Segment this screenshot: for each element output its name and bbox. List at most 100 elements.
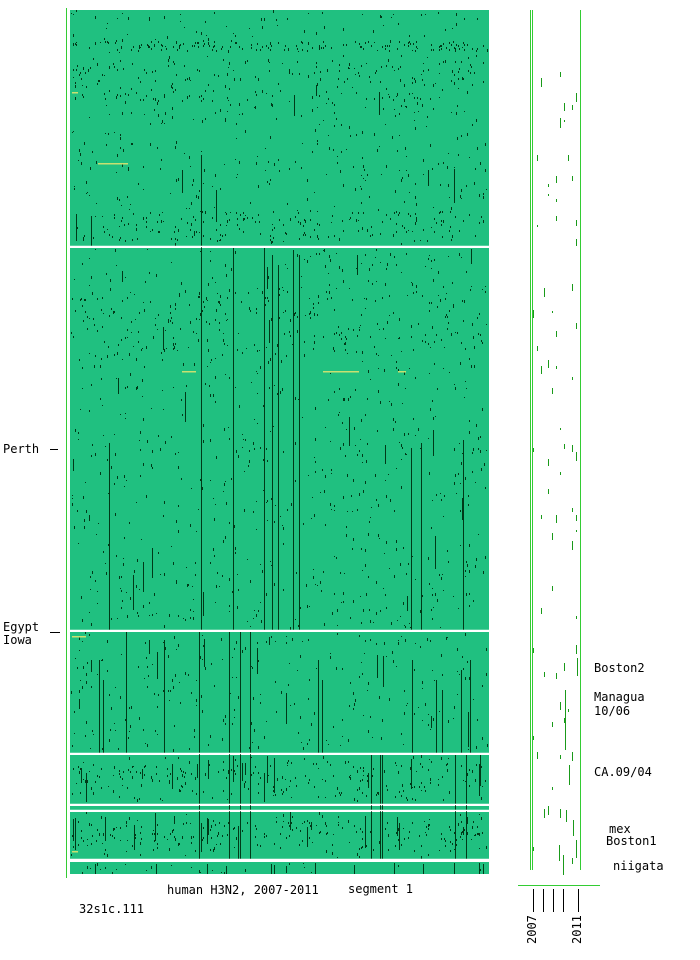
mutation-dot xyxy=(431,227,432,228)
mutation-dot xyxy=(202,839,203,841)
mutation-dot xyxy=(140,449,141,451)
mutation-dot xyxy=(454,74,455,76)
mutation-dot xyxy=(272,104,273,107)
timeline-mark xyxy=(556,331,557,337)
timeline-mark xyxy=(577,658,578,676)
mutation-dot xyxy=(107,670,108,672)
mutation-dot xyxy=(407,703,408,704)
mutation-dot xyxy=(445,29,446,31)
mutation-dot xyxy=(220,109,221,112)
mutation-dot xyxy=(401,636,402,637)
mutation-dot xyxy=(404,372,405,375)
mutation-dot xyxy=(324,623,325,626)
mutation-dot xyxy=(378,534,379,537)
mutation-dot xyxy=(340,572,341,574)
mutation-dot xyxy=(111,707,112,710)
mutation-dot xyxy=(399,41,400,43)
mutation-dot xyxy=(431,302,432,304)
mutation-dot xyxy=(322,12,323,14)
mutation-dot xyxy=(97,298,98,300)
mutation-dot xyxy=(190,321,191,324)
mutation-dot xyxy=(441,339,442,341)
mutation-dot xyxy=(463,220,464,222)
mutation-dot xyxy=(85,311,86,313)
mutation-dot xyxy=(389,568,390,569)
mutation-dot xyxy=(225,120,226,122)
mutation-dot xyxy=(125,337,126,339)
mutation-dot xyxy=(368,41,369,43)
mutation-dot xyxy=(289,835,290,837)
mutation-dot xyxy=(256,529,257,530)
mutation-dot xyxy=(211,837,212,839)
mutation-dot xyxy=(175,674,176,677)
timeline-mark xyxy=(533,448,534,452)
mutation-dot xyxy=(421,755,422,758)
mutation-dot xyxy=(266,593,267,596)
mutation-dot xyxy=(172,679,173,682)
mutation-dot xyxy=(198,509,199,510)
mutation-dot xyxy=(146,346,147,349)
mutation-dot xyxy=(474,182,475,185)
mutation-dot xyxy=(215,376,216,379)
mutation-dot xyxy=(234,78,235,81)
mutation-dot xyxy=(220,234,221,236)
mutation-dot xyxy=(251,382,252,383)
mutation-dot xyxy=(378,792,379,795)
sequence-matrix xyxy=(70,10,489,874)
mutation-dot xyxy=(220,295,221,298)
mutation-dot xyxy=(257,642,258,644)
mutation-dot xyxy=(483,220,484,223)
mutation-dot xyxy=(360,325,361,326)
mutation-dot xyxy=(369,196,370,198)
mutation-dot xyxy=(361,314,362,316)
mutation-dot xyxy=(165,757,166,759)
mutation-dot xyxy=(144,766,145,768)
mutation-dot xyxy=(258,772,259,774)
highlight-mark xyxy=(98,163,128,165)
mutation-dot xyxy=(314,192,315,193)
mutation-dot xyxy=(157,102,158,105)
mutation-dot xyxy=(282,776,283,779)
mutation-dot xyxy=(468,70,469,72)
mutation-dot xyxy=(466,185,467,187)
mutation-dot xyxy=(433,718,434,721)
mutation-dot xyxy=(274,163,275,166)
mutation-dot xyxy=(344,343,345,345)
mutation-dot xyxy=(282,793,283,795)
mutation-dot xyxy=(377,323,378,325)
mutation-dot xyxy=(279,219,280,221)
mutation-dot xyxy=(447,550,448,552)
label-ca: CA.09/04 xyxy=(594,765,652,779)
mutation-dot xyxy=(262,90,263,93)
mutation-dot xyxy=(462,47,463,48)
mutation-dot xyxy=(80,792,81,794)
mutation-dot xyxy=(363,609,364,612)
mutation-dot xyxy=(73,44,74,46)
mutation-dot xyxy=(225,536,226,539)
mutation-dot xyxy=(100,42,101,43)
mutation-dot xyxy=(444,347,445,348)
mutation-dot xyxy=(412,787,413,788)
mutation-dot xyxy=(130,373,131,376)
mutation-dot xyxy=(175,838,176,841)
mutation-dot xyxy=(150,231,151,232)
mutation-dot xyxy=(427,240,428,242)
mutation-dot xyxy=(401,179,402,182)
mutation-dot xyxy=(477,317,478,319)
mutation-dot xyxy=(210,439,211,442)
mutation-dot xyxy=(382,97,383,99)
mutation-dot xyxy=(265,148,266,149)
mutation-dot xyxy=(363,165,364,168)
mutation-dot xyxy=(237,349,238,351)
mutation-dot xyxy=(137,799,138,802)
mutation-dot xyxy=(261,620,262,623)
mutation-dot xyxy=(227,834,228,836)
mutation-dot xyxy=(377,792,378,794)
mutation-dot xyxy=(236,42,237,44)
mutation-dot xyxy=(71,332,72,334)
mutation-dot xyxy=(165,441,166,444)
mutation-dot xyxy=(318,302,319,304)
mutation-dot xyxy=(389,50,390,52)
mutation-dot xyxy=(289,786,290,787)
mutation-dot xyxy=(404,712,405,715)
